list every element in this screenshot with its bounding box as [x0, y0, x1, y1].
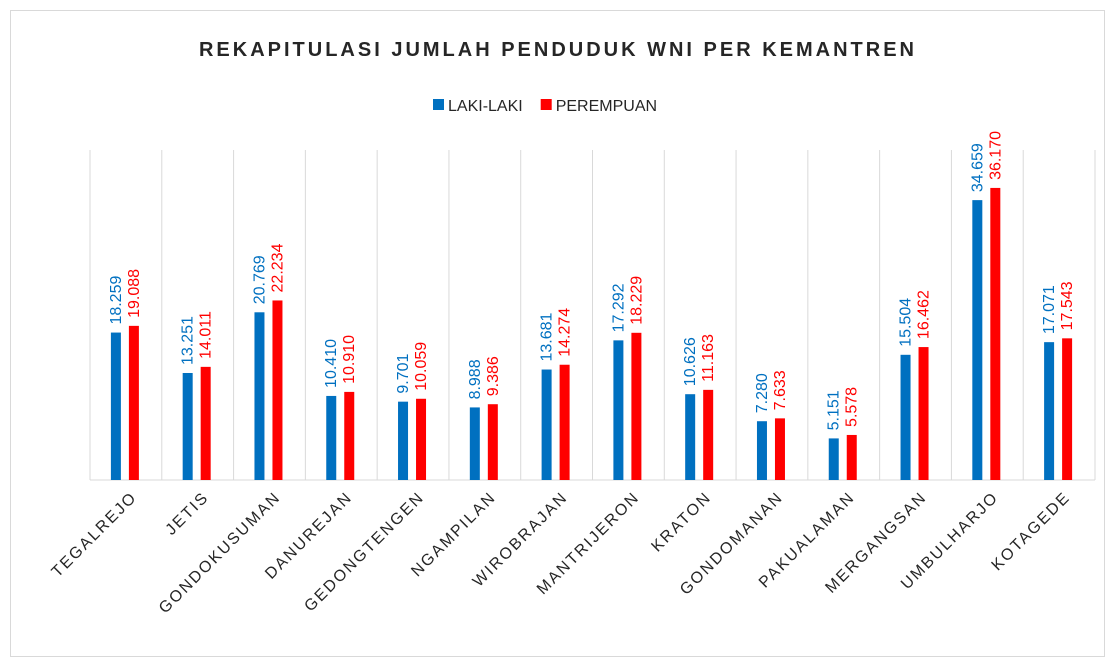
chart-border	[10, 10, 1105, 657]
value-label: 16.462	[916, 290, 933, 339]
value-label: 15.504	[898, 298, 915, 347]
bar	[846, 434, 857, 480]
bar	[398, 401, 409, 480]
value-label: 18.229	[628, 276, 645, 325]
value-label: 10.410	[323, 339, 340, 388]
value-label: 5.578	[844, 387, 861, 427]
bar	[972, 200, 983, 480]
value-label: 5.151	[826, 390, 843, 430]
bar	[828, 438, 839, 480]
bar	[1044, 342, 1055, 480]
bar	[541, 369, 552, 480]
legend-label: PEREMPUAN	[556, 98, 657, 115]
legend-swatch	[540, 99, 552, 110]
value-label: 14.011	[198, 311, 215, 359]
bar	[128, 325, 139, 480]
bar	[1062, 338, 1073, 480]
bar	[631, 332, 642, 480]
value-label: 17.292	[610, 283, 627, 332]
bar	[326, 395, 337, 480]
value-label: 13.681	[539, 312, 556, 361]
value-label: 36.170	[987, 131, 1004, 180]
legend-swatch	[433, 99, 444, 110]
value-label: 17.071	[1041, 285, 1058, 334]
bar	[182, 372, 193, 480]
value-label: 10.059	[413, 342, 430, 391]
value-label: 9.701	[395, 354, 412, 394]
bar	[344, 391, 355, 480]
value-label: 18.259	[108, 276, 125, 325]
bar	[469, 407, 480, 480]
bar	[613, 340, 624, 480]
bar	[756, 421, 767, 480]
bar	[685, 394, 696, 480]
bar	[416, 398, 427, 480]
value-label: 22.234	[269, 243, 286, 292]
value-label: 7.280	[754, 373, 771, 413]
value-label: 10.626	[682, 337, 699, 386]
value-label: 34.659	[969, 143, 986, 192]
bar	[703, 389, 714, 480]
legend-label: LAKI-LAKI	[448, 98, 523, 115]
value-label: 7.633	[772, 370, 789, 410]
bar	[200, 366, 211, 480]
value-label: 14.274	[557, 308, 574, 357]
value-label: 11.163	[700, 334, 717, 382]
bar	[918, 347, 929, 480]
bar	[254, 312, 265, 480]
value-label: 10.910	[341, 335, 358, 384]
value-label: 17.543	[1059, 281, 1076, 330]
value-label: 13.251	[180, 316, 197, 365]
bar	[110, 332, 121, 480]
bar	[990, 187, 1001, 480]
bar	[272, 300, 283, 480]
value-label: 9.386	[485, 356, 502, 396]
bar	[774, 418, 785, 480]
value-label: 20.769	[251, 255, 268, 304]
bar	[487, 404, 498, 480]
bar	[559, 364, 570, 480]
chart-title: REKAPITULASI JUMLAH PENDUDUK WNI PER KEM…	[199, 39, 917, 61]
value-label: 8.988	[467, 359, 484, 399]
bar	[900, 354, 911, 480]
value-label: 19.088	[126, 269, 143, 318]
